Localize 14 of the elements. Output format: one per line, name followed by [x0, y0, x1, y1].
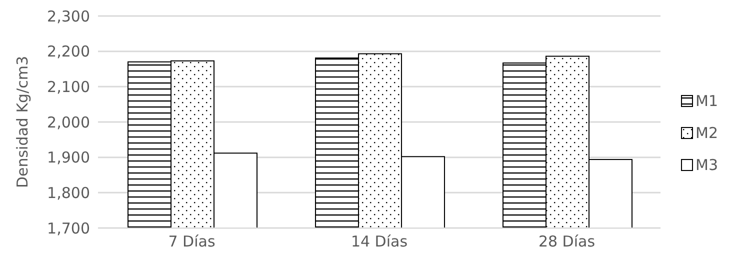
- y-tick-label: 1,700: [47, 219, 90, 238]
- x-tick-label: 28 Días: [538, 232, 596, 251]
- legend-label: M3: [696, 156, 718, 174]
- y-axis-title: Densidad Kg/cm3: [13, 56, 32, 188]
- x-tick-label: 7 Días: [168, 232, 216, 251]
- y-tick-label: 2,100: [47, 78, 90, 96]
- legend-label: M2: [696, 124, 718, 142]
- y-tick-label: 2,200: [47, 42, 90, 61]
- x-tick-label: 14 Días: [350, 232, 408, 251]
- y-tick-label: 1,800: [47, 184, 90, 202]
- y-tick-label: 2,000: [47, 113, 90, 132]
- legend-label: M1: [696, 92, 718, 110]
- y-tick-label: 2,300: [47, 7, 90, 26]
- y-tick-label: 1,900: [47, 148, 90, 167]
